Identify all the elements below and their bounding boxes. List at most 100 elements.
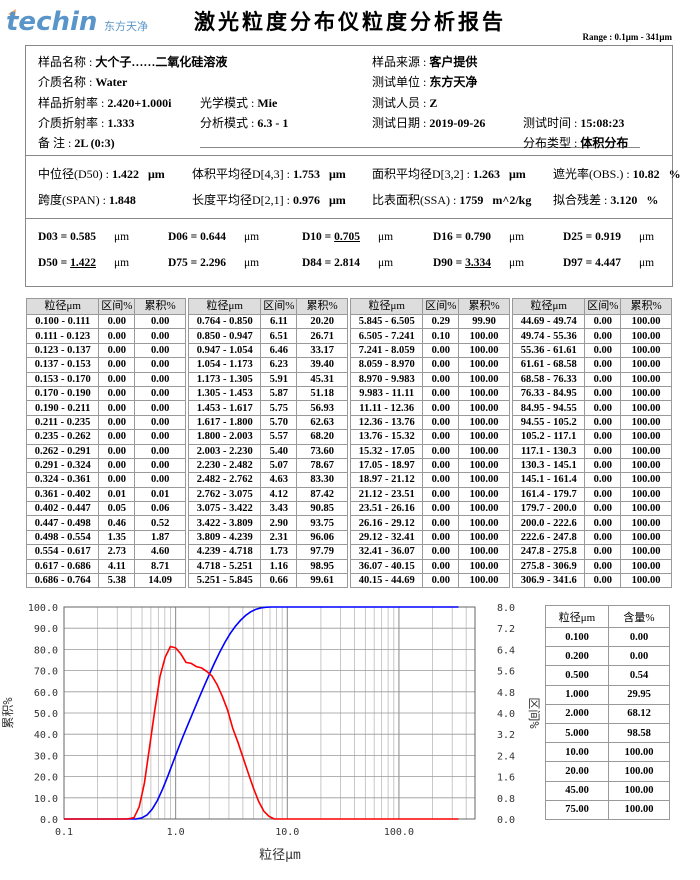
percentile-value: 3.334	[465, 257, 491, 269]
stat-value: 0.976	[293, 193, 320, 207]
table-row: 0.291 - 0.324 0.00 0.00	[25, 457, 186, 474]
table-cell: 87.42	[296, 486, 348, 503]
stat-label: 长度平均径D[2,1] :	[192, 193, 293, 207]
table-cell: 0.170 - 0.190	[25, 385, 100, 402]
percentile-item: D06 = 0.644	[168, 231, 226, 243]
table-row: 247.8 - 275.8 0.00 100.00	[511, 544, 672, 560]
table-cell: 0.00	[584, 573, 622, 589]
y-right-tick-label: 0.8	[497, 794, 515, 805]
table-row: 0.498 - 0.554 1.35 1.87	[25, 529, 186, 546]
table-cell: 36.07 - 40.15	[349, 558, 424, 575]
table-cell: 1.617 - 1.800	[187, 414, 262, 431]
table-row: 0.617 - 0.686 4.11 8.71	[25, 558, 186, 575]
y-right-axis-label: 区间%	[527, 697, 540, 729]
field-value: 2.420+1.000i	[107, 96, 172, 110]
percentile-value: 0.705	[334, 231, 360, 243]
info-test-time: 测试时间 : 15:08:23	[523, 114, 624, 131]
field-label: 测试人员 :	[372, 96, 430, 110]
table-row: 306.9 - 341.6 0.00 100.00	[511, 573, 672, 589]
table-row: 55.36 - 61.61 0.00 100.00	[511, 342, 672, 359]
table-row: 18.97 - 21.12 0.00 100.00	[349, 472, 510, 488]
table-row: 0.111 - 0.123 0.00 0.00	[25, 328, 186, 344]
table-cell: 0.00	[584, 328, 622, 344]
table-cell: 98.95	[296, 558, 348, 575]
table-cell: 0.00	[584, 558, 622, 575]
table-row: 0.447 - 0.498 0.46 0.52	[25, 515, 186, 531]
table-cell: 3.422 - 3.809	[187, 515, 262, 531]
table-cell: 73.60	[296, 443, 348, 459]
field-value: 1.333	[107, 116, 135, 130]
table-cell: 0.00	[98, 472, 136, 488]
table-row: 45.00 100.00	[545, 780, 670, 801]
table-cell: 100.00	[620, 573, 672, 589]
table-cell: 179.7 - 200.0	[511, 501, 586, 517]
table-cell: 0.01	[98, 486, 136, 503]
table-cell: 0.00	[98, 371, 136, 387]
table-row: 0.100 0.00	[545, 626, 670, 648]
table-cell: 8.970 - 9.983	[349, 371, 424, 387]
table-cell: 0.123 - 0.137	[25, 342, 100, 359]
table-cell: 100.00	[620, 443, 672, 459]
table-row: 1.173 - 1.305 5.91 45.31	[187, 371, 348, 387]
stat-label: 遮光率(OBS.) :	[553, 167, 633, 181]
table-cell: 105.2 - 117.1	[511, 429, 586, 445]
percentile-item: D10 = 0.705	[302, 231, 360, 243]
table-row: 1.054 - 1.173 6.23 39.40	[187, 357, 348, 373]
table-cell: 49.74 - 55.36	[511, 328, 586, 344]
table-cell: 100.00	[608, 799, 670, 820]
table-cell: 0.153 - 0.170	[25, 371, 100, 387]
table-row: 222.6 - 247.8 0.00 100.00	[511, 529, 672, 546]
table-cell: 0.00	[584, 529, 622, 546]
table-cell: 5.91	[260, 371, 298, 387]
percentile-value: 0.919	[595, 231, 621, 243]
table-cell: 0.947 - 1.054	[187, 342, 262, 359]
table-cell: 5.75	[260, 400, 298, 416]
y-right-tick-label: 6.4	[497, 645, 515, 656]
distribution-table-block: 粒径μm 区间% 累积% 44.69 - 49.74 0.00 100.00 49.74 -…	[511, 298, 672, 589]
table-cell: 5.70	[260, 414, 298, 431]
field-value: Z	[429, 96, 438, 110]
table-cell: 0.137 - 0.153	[25, 357, 100, 373]
table-cell: 21.12 - 23.51	[349, 486, 424, 503]
field-value: Water	[95, 75, 128, 89]
percentile-label: D90 =	[433, 257, 466, 269]
table-cell: 0.00	[422, 357, 460, 373]
y-right-tick-label: 0.0	[497, 815, 515, 826]
x-tick-label: 1.0	[167, 827, 185, 838]
table-cell: 100.00	[620, 558, 672, 575]
field-value: 客户提供	[429, 55, 478, 69]
table-row: 0.500 0.54	[545, 665, 670, 686]
table-row: 94.55 - 105.2 0.00 100.00	[511, 414, 672, 431]
table-cell: 0.05	[98, 501, 136, 517]
table-cell: 100.00	[620, 328, 672, 344]
differential-curve	[64, 645, 459, 820]
table-row: 61.61 - 68.58 0.00 100.00	[511, 357, 672, 373]
table-cell: 5.57	[260, 429, 298, 445]
table-row: 0.137 - 0.153 0.00 0.00	[25, 357, 186, 373]
table-row: 5.251 - 5.845 0.66 99.61	[187, 573, 348, 589]
table-cell: 8.059 - 8.970	[349, 357, 424, 373]
table-cell: 4.63	[260, 472, 298, 488]
table-cell: 2.762 - 3.075	[187, 486, 262, 503]
table-cell: 0.00	[584, 515, 622, 531]
info-dist-type: 分布类型 : 体积分布	[523, 134, 628, 151]
table-cell: 0.850 - 0.947	[187, 328, 262, 344]
stat-unit: μm	[148, 167, 165, 181]
table-row: 17.05 - 18.97 0.00 100.00	[349, 457, 510, 474]
table-cell: 100.00	[458, 515, 510, 531]
table-cell: 0.100 - 0.111	[25, 313, 100, 330]
field-label: 测试日期 :	[372, 116, 430, 130]
table-row: 2.230 - 2.482 5.07 78.67	[187, 457, 348, 474]
field-value: Mie	[257, 96, 278, 110]
table-cell: 3.075 - 3.422	[187, 501, 262, 517]
table-row: 20.00 100.00	[545, 761, 670, 782]
table-cell: 32.41 - 36.07	[349, 544, 424, 560]
column-header: 区间%	[422, 298, 460, 315]
field-label: 光学模式 :	[200, 96, 258, 110]
y-tick-label: 10.0	[34, 794, 58, 805]
percentile-label: D75 =	[168, 257, 201, 269]
table-cell: 1.054 - 1.173	[187, 357, 262, 373]
table-row: 2.762 - 3.075 4.12 87.42	[187, 486, 348, 503]
table-cell: 2.230 - 2.482	[187, 457, 262, 474]
x-tick-label: 10.0	[275, 827, 299, 838]
